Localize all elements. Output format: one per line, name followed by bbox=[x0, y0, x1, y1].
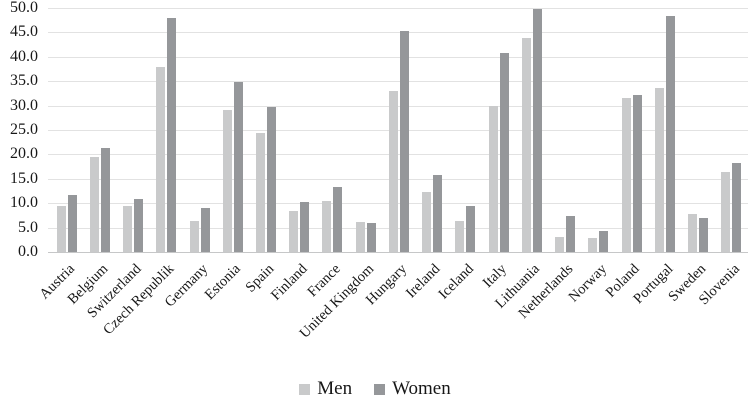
bar-group bbox=[715, 8, 748, 252]
bar-group bbox=[150, 8, 183, 252]
bar-group bbox=[648, 8, 681, 252]
bar-men bbox=[189, 220, 199, 252]
bar-men bbox=[222, 109, 232, 252]
bar-group bbox=[183, 8, 216, 252]
bar-women bbox=[433, 175, 443, 252]
y-axis-label: 15.0 bbox=[10, 169, 38, 187]
bar-women bbox=[632, 95, 642, 252]
bar-men bbox=[56, 205, 66, 252]
bar-group bbox=[316, 8, 349, 252]
y-axis-label: 35.0 bbox=[10, 72, 38, 90]
bars-container bbox=[50, 8, 748, 252]
bar-men bbox=[89, 156, 99, 252]
y-axis-label: 10.0 bbox=[10, 194, 38, 212]
legend-label-men: Men bbox=[317, 378, 353, 399]
bar-group bbox=[249, 8, 282, 252]
bar-women bbox=[67, 194, 77, 252]
bar-women bbox=[466, 206, 476, 252]
bar-men bbox=[488, 106, 498, 252]
plot-area bbox=[48, 8, 748, 253]
x-axis-line bbox=[48, 252, 748, 253]
legend: Men Women bbox=[0, 378, 750, 400]
bar-men bbox=[355, 221, 365, 252]
x-axis-label: Ireland bbox=[403, 261, 444, 302]
bar-women bbox=[566, 215, 576, 252]
bar-women bbox=[233, 81, 243, 252]
bar-men bbox=[721, 172, 731, 252]
bar-men bbox=[256, 132, 266, 252]
bar-women bbox=[300, 201, 310, 252]
bar-group bbox=[349, 8, 382, 252]
y-axis-label: 0.0 bbox=[18, 243, 38, 260]
bar-group bbox=[482, 8, 515, 252]
bar-men bbox=[123, 206, 133, 252]
bar-men bbox=[621, 97, 631, 252]
x-axis-label: Estonia bbox=[202, 261, 245, 304]
bar-group bbox=[549, 8, 582, 252]
legend-entry-men: Men bbox=[299, 378, 352, 400]
x-axis-label: Finland bbox=[267, 261, 311, 304]
bar-women bbox=[699, 218, 709, 252]
bar-women bbox=[665, 16, 675, 252]
bar-women bbox=[399, 31, 409, 252]
gridline bbox=[48, 81, 748, 83]
bar-group bbox=[216, 8, 249, 252]
x-axis-label: Iceland bbox=[435, 261, 477, 303]
y-axis-label: 40.0 bbox=[10, 47, 38, 65]
bar-group bbox=[50, 8, 83, 252]
bar-group bbox=[382, 8, 415, 252]
y-axis-label: 25.0 bbox=[10, 121, 38, 138]
legend-label-women: Women bbox=[392, 378, 451, 399]
bar-women bbox=[333, 186, 343, 252]
bar-women bbox=[134, 199, 144, 252]
bar-women bbox=[732, 163, 742, 252]
bar-women bbox=[100, 148, 110, 252]
bar-women bbox=[532, 8, 542, 252]
bar-group bbox=[416, 8, 449, 252]
bar-group bbox=[681, 8, 714, 252]
y-axis-label: 5.0 bbox=[18, 218, 38, 236]
bar-women bbox=[366, 223, 376, 252]
bar-group bbox=[615, 8, 648, 252]
bar-group bbox=[449, 8, 482, 252]
bar-men bbox=[555, 236, 565, 252]
bar-men bbox=[322, 200, 332, 252]
gridline bbox=[48, 130, 748, 131]
bar-men bbox=[455, 220, 465, 252]
gridline bbox=[48, 32, 748, 34]
bar-men bbox=[422, 191, 432, 252]
bar-men bbox=[654, 87, 664, 252]
bar-men bbox=[289, 210, 299, 252]
bar-group bbox=[283, 8, 316, 252]
gridline bbox=[48, 154, 748, 156]
bar-women bbox=[200, 207, 210, 252]
bar-men bbox=[156, 67, 166, 252]
gridline bbox=[48, 227, 748, 229]
bar-group bbox=[116, 8, 149, 252]
bar-women bbox=[599, 230, 609, 252]
bar-men bbox=[521, 38, 531, 252]
gridline bbox=[48, 56, 748, 58]
y-axis-label: 20.0 bbox=[10, 145, 38, 163]
y-axis-label: 50.0 bbox=[10, 0, 38, 16]
bar-women bbox=[499, 53, 509, 252]
y-axis-label: 45.0 bbox=[10, 23, 38, 41]
bar-group bbox=[582, 8, 615, 252]
legend-entry-women: Women bbox=[374, 378, 451, 400]
bar-group bbox=[515, 8, 548, 252]
bar-men bbox=[388, 90, 398, 252]
gridline bbox=[48, 203, 748, 205]
women-swatch-icon bbox=[374, 383, 386, 395]
bar-women bbox=[167, 17, 177, 252]
bar-women bbox=[267, 106, 277, 252]
bar-group bbox=[83, 8, 116, 252]
bar-men bbox=[588, 237, 598, 252]
bar-men bbox=[688, 213, 698, 252]
men-swatch-icon bbox=[299, 383, 311, 395]
y-axis-label: 30.0 bbox=[10, 96, 38, 114]
gridline bbox=[48, 105, 748, 107]
gridline bbox=[48, 178, 748, 180]
gridline bbox=[48, 8, 748, 9]
